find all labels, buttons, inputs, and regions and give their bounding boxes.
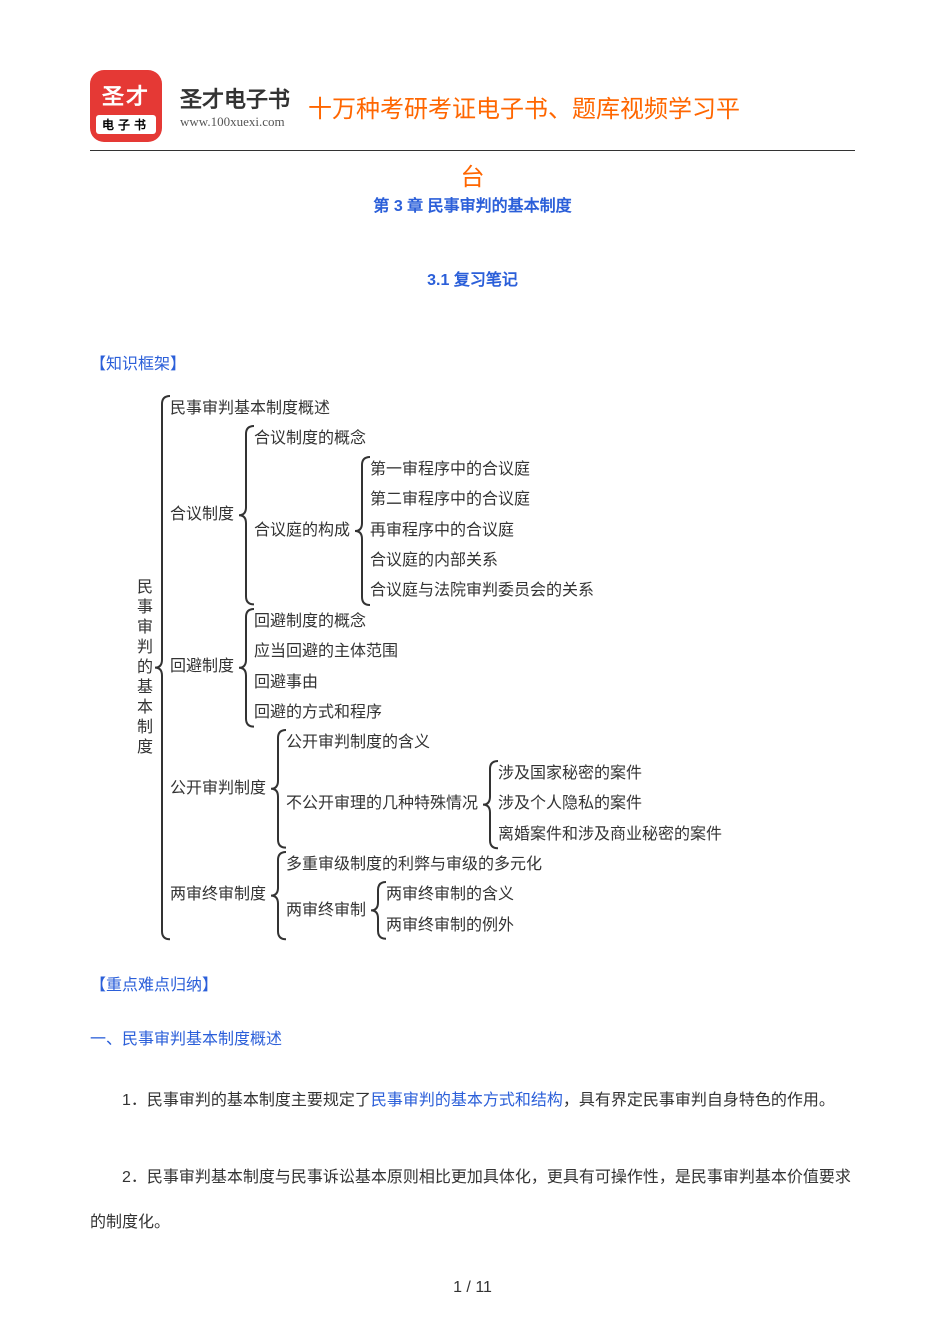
framework-label: 【知识框架】 <box>90 350 855 374</box>
tree-node: 公开审判制度公开审判制度的含义不公开审理的几种特殊情况涉及国家秘密的案件涉及个人… <box>170 728 722 850</box>
tree-children: 涉及国家秘密的案件涉及个人隐私的案件离婚案件和涉及商业秘密的案件 <box>498 759 722 850</box>
tree-node: 民事审判基本制度概述 <box>170 394 722 424</box>
leaf-label: 再审程序中的合议庭 <box>370 516 514 546</box>
tree-node: 公开审判制度的含义 <box>286 728 722 758</box>
tree-children: 第一审程序中的合议庭第二审程序中的合议庭再审程序中的合议庭合议庭的内部关系合议庭… <box>370 455 594 607</box>
leaf-label: 回避制度的概念 <box>254 607 366 637</box>
bracket-icon <box>270 850 286 941</box>
keypoints-label: 【重点难点归纳】 <box>90 971 855 995</box>
brand-column: 圣才电子书 www.100xuexi.com <box>180 82 290 130</box>
tree-node: 第一审程序中的合议庭 <box>370 455 594 485</box>
tree-node: 回避制度的概念 <box>254 607 398 637</box>
tree-node: 合议庭与法院审判委员会的关系 <box>370 576 594 606</box>
paragraph-2: 2．民事审判基本制度与民事诉讼基本原则相比更加具体化，更具有可操作性，是民事审判… <box>90 1156 855 1246</box>
leaf-label: 第二审程序中的合议庭 <box>370 485 530 515</box>
branch-label: 两审终审制度 <box>170 880 266 910</box>
heading-1: 一、民事审判基本制度概述 <box>90 1025 855 1049</box>
knowledge-tree-diagram: 民事审判的基本制度民事审判基本制度概述合议制度合议制度的概念合议庭的构成第一审程… <box>130 394 855 941</box>
tree-children: 公开审判制度的含义不公开审理的几种特殊情况涉及国家秘密的案件涉及个人隐私的案件离… <box>286 728 722 850</box>
tree-children: 两审终审制的含义两审终审制的例外 <box>386 880 514 941</box>
leaf-label: 公开审判制度的含义 <box>286 728 430 758</box>
leaf-label: 回避的方式和程序 <box>254 698 382 728</box>
tree-node: 合议制度的概念 <box>254 424 594 454</box>
leaf-label: 离婚案件和涉及商业秘密的案件 <box>498 820 722 850</box>
tree-node: 再审程序中的合议庭 <box>370 516 594 546</box>
chapter-title: 第 3 章 民事审判的基本制度 <box>90 192 855 216</box>
leaf-label: 回避事由 <box>254 668 318 698</box>
tree-node: 应当回避的主体范围 <box>254 637 398 667</box>
branch-label: 回避制度 <box>170 652 234 682</box>
tree-node: 回避事由 <box>254 668 398 698</box>
tree-node: 合议庭的构成第一审程序中的合议庭第二审程序中的合议庭再审程序中的合议庭合议庭的内… <box>254 455 594 607</box>
leaf-label: 合议庭与法院审判委员会的关系 <box>370 576 594 606</box>
tree-node: 回避的方式和程序 <box>254 698 398 728</box>
tree-node: 回避制度回避制度的概念应当回避的主体范围回避事由回避的方式和程序 <box>170 607 722 729</box>
paragraph-1: 1．民事审判的基本制度主要规定了民事审判的基本方式和结构，具有界定民事审判自身特… <box>90 1079 855 1124</box>
bracket-icon <box>154 394 170 941</box>
logo-bottom-text: 电子书 <box>96 115 156 134</box>
tree-children: 多重审级制度的利弊与审级的多元化两审终审制两审终审制的含义两审终审制的例外 <box>286 850 542 941</box>
header: 圣才 电子书 圣才电子书 www.100xuexi.com 十万种考研考证电子书… <box>90 70 855 151</box>
tree-node: 第二审程序中的合议庭 <box>370 485 594 515</box>
leaf-label: 第一审程序中的合议庭 <box>370 455 530 485</box>
tree-node: 两审终审制两审终审制的含义两审终审制的例外 <box>286 880 542 941</box>
tree-children: 民事审判基本制度概述合议制度合议制度的概念合议庭的构成第一审程序中的合议庭第二审… <box>170 394 722 941</box>
tree-node: 涉及国家秘密的案件 <box>498 759 722 789</box>
para1-pre: 1．民事审判的基本制度主要规定了 <box>122 1092 371 1109</box>
tree-node: 合议制度合议制度的概念合议庭的构成第一审程序中的合议庭第二审程序中的合议庭再审程… <box>170 424 722 606</box>
bracket-icon <box>238 424 254 606</box>
brand-name: 圣才电子书 <box>180 82 290 114</box>
tree-node: 两审终审制的例外 <box>386 911 514 941</box>
logo: 圣才 电子书 <box>90 70 162 142</box>
banner-text: 十万种考研考证电子书、题库视频学习平 <box>308 89 740 124</box>
tree-node: 离婚案件和涉及商业秘密的案件 <box>498 820 722 850</box>
tree-root-label: 民事审判的基本制度 <box>130 578 154 758</box>
para1-post: ，具有界定民事审判自身特色的作用。 <box>563 1092 835 1109</box>
tree-children: 合议制度的概念合议庭的构成第一审程序中的合议庭第二审程序中的合议庭再审程序中的合… <box>254 424 594 606</box>
branch-label: 公开审判制度 <box>170 774 266 804</box>
leaf-label: 涉及个人隐私的案件 <box>498 789 642 819</box>
leaf-label: 两审终审制的例外 <box>386 911 514 941</box>
leaf-label: 多重审级制度的利弊与审级的多元化 <box>286 850 542 880</box>
bracket-icon <box>238 607 254 729</box>
tree-node: 两审终审制度多重审级制度的利弊与审级的多元化两审终审制两审终审制的含义两审终审制… <box>170 850 722 941</box>
para1-accent: 民事审判的基本方式和结构 <box>371 1092 563 1109</box>
leaf-label: 合议制度的概念 <box>254 424 366 454</box>
bracket-icon <box>270 728 286 850</box>
leaf-label: 合议庭的内部关系 <box>370 546 498 576</box>
branch-label: 不公开审理的几种特殊情况 <box>286 789 478 819</box>
tree-node: 合议庭的内部关系 <box>370 546 594 576</box>
section-title: 3.1 复习笔记 <box>90 266 855 290</box>
branch-label: 合议庭的构成 <box>254 516 350 546</box>
leaf-label: 民事审判基本制度概述 <box>170 394 330 424</box>
tree-node: 涉及个人隐私的案件 <box>498 789 722 819</box>
banner-tail: 台 <box>90 157 855 192</box>
logo-top-text: 圣才 <box>102 79 150 111</box>
leaf-label: 应当回避的主体范围 <box>254 637 398 667</box>
bracket-icon <box>370 880 386 941</box>
bracket-icon <box>354 455 370 607</box>
tree-node: 多重审级制度的利弊与审级的多元化 <box>286 850 542 880</box>
brand-url: www.100xuexi.com <box>180 114 290 130</box>
tree-node: 不公开审理的几种特殊情况涉及国家秘密的案件涉及个人隐私的案件离婚案件和涉及商业秘… <box>286 759 722 850</box>
branch-label: 合议制度 <box>170 500 234 530</box>
tree-children: 回避制度的概念应当回避的主体范围回避事由回避的方式和程序 <box>254 607 398 729</box>
tree-node: 两审终审制的含义 <box>386 880 514 910</box>
leaf-label: 涉及国家秘密的案件 <box>498 759 642 789</box>
page-footer: 1 / 11 <box>0 1279 945 1297</box>
leaf-label: 两审终审制的含义 <box>386 880 514 910</box>
bracket-icon <box>482 759 498 850</box>
branch-label: 两审终审制 <box>286 896 366 926</box>
